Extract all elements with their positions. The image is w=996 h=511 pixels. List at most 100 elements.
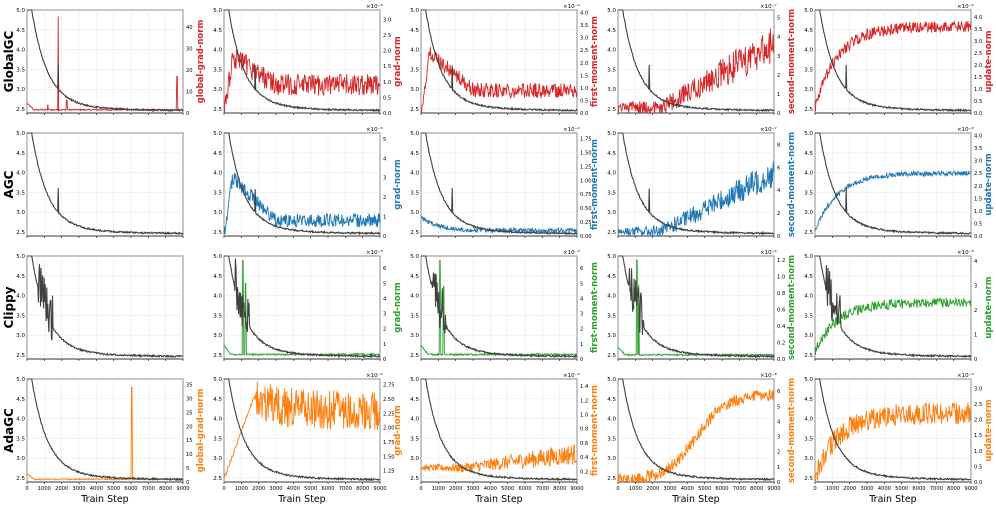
loss-tick-label: 2.5 (804, 353, 813, 359)
loss-tick-label: 5.0 (804, 131, 813, 137)
loss-tick-label: 5.0 (410, 131, 419, 137)
x-tick-label: 7000 (339, 486, 352, 492)
loss-tick-label: 4.5 (804, 28, 813, 34)
loss-tick-label: 4.5 (16, 151, 25, 157)
panel-frame (814, 9, 972, 114)
loss-tick-label: 3.0 (16, 87, 25, 93)
metric-tick-label: 2 (383, 195, 386, 201)
loss-series-line (815, 9, 972, 113)
metric-tick-label: 2.5 (383, 33, 391, 39)
metric-axis-label: first-moment-norm (590, 385, 600, 476)
axis-multiplier: ×10⁻⁴ (563, 3, 581, 10)
metric-tick-label: 8 (777, 142, 780, 148)
metric-tick-label: 1.0 (580, 413, 588, 419)
x-tick-label: 7000 (536, 486, 549, 492)
loss-tick-label: 2.5 (16, 353, 25, 359)
axis-multiplier: ×10⁻³ (957, 372, 974, 379)
panel-frame (420, 132, 578, 237)
metric-tick-label: 1.0 (974, 87, 982, 93)
loss-tick-label: 2.5 (213, 353, 222, 359)
metric-tick-label: 2.5 (974, 402, 982, 408)
loss-tick-label: 5.0 (16, 8, 25, 14)
axis-multiplier: ×10⁻³ (366, 126, 383, 133)
loss-tick-label: 4.0 (16, 294, 25, 300)
metric-tick-label: 3 (974, 283, 977, 289)
axis-multiplier: ×10⁻³ (957, 249, 974, 256)
loss-series-line (618, 9, 775, 113)
loss-tick-label: 3.0 (213, 210, 222, 216)
loss-series-line (224, 9, 381, 113)
metric-tick-label: 3 (777, 54, 780, 60)
x-tick-label: 1000 (826, 486, 839, 492)
metric-tick-label: 10 (186, 452, 193, 458)
metric-tick-label: 1.0 (580, 86, 588, 92)
loss-tick-label: 4.0 (804, 48, 813, 54)
loss-tick-label: 5.0 (804, 8, 813, 14)
x-tick-label: 3000 (466, 486, 479, 492)
loss-series-line (421, 9, 578, 112)
loss-tick-label: 5.0 (410, 8, 419, 14)
loss-series-line (421, 255, 578, 359)
metric-tick-label: 5 (777, 404, 780, 410)
loss-series-line (27, 378, 184, 482)
metric-tick-label: 0 (580, 357, 583, 363)
loss-tick-label: 4.0 (213, 417, 222, 423)
metric-tick-label: 15 (186, 438, 193, 444)
panel-frame (26, 132, 184, 237)
axis-multiplier: ×10⁻⁷ (760, 3, 777, 10)
metric-tick-label: 20 (186, 68, 193, 74)
metric-tick-label: 1 (383, 215, 386, 221)
x-tick-label: 8000 (947, 486, 960, 492)
x-tick-label: 9000 (176, 486, 189, 492)
loss-series-line (815, 378, 972, 481)
metric-tick-label: 4.0 (974, 15, 982, 21)
metric-series-line (223, 172, 381, 235)
metric-tick-label: 2.50 (383, 397, 395, 403)
loss-tick-label: 3.0 (16, 456, 25, 462)
metric-tick-label: 3.5 (974, 27, 982, 33)
loss-tick-label: 4.5 (410, 151, 419, 157)
loss-tick-label: 2.5 (213, 476, 222, 482)
x-tick-label: 0 (25, 486, 28, 492)
loss-tick-label: 4.5 (607, 397, 616, 403)
loss-tick-label: 4.0 (16, 417, 25, 423)
x-axis-label: Train Step (277, 494, 325, 505)
loss-tick-label: 3.5 (16, 436, 25, 442)
metric-tick-label: 0 (777, 111, 780, 117)
x-tick-label: 8000 (159, 486, 172, 492)
metric-tick-label: 40 (186, 25, 193, 31)
metric-tick-label: 2.5 (974, 171, 982, 177)
axis-multiplier: ×10⁻² (957, 3, 974, 10)
metric-tick-label: 2.0 (580, 61, 588, 67)
metric-tick-label: 0.5 (974, 464, 982, 470)
loss-tick-label: 5.0 (804, 377, 813, 383)
loss-tick-label: 4.0 (607, 294, 616, 300)
x-tick-label: 8000 (356, 486, 369, 492)
loss-series-line (224, 132, 381, 236)
metric-tick-label: 0.5 (580, 98, 588, 104)
axis-multiplier: ×10⁻⁸ (760, 372, 778, 379)
x-tick-label: 1000 (38, 486, 51, 492)
loss-tick-label: 4.0 (607, 417, 616, 423)
loss-tick-label: 4.0 (804, 171, 813, 177)
loss-tick-label: 3.5 (213, 190, 222, 196)
metric-tick-label: 0.5 (383, 95, 391, 101)
metric-axis-label: global-grad-norm (196, 20, 206, 104)
metric-tick-label: 0.75 (580, 192, 592, 198)
x-tick-label: 7000 (142, 486, 155, 492)
loss-series-line (815, 255, 972, 359)
loss-tick-label: 3.0 (410, 456, 419, 462)
metric-tick-label: 5 (777, 16, 780, 22)
x-tick-label: 9000 (964, 486, 977, 492)
loss-tick-label: 2.5 (607, 476, 616, 482)
loss-tick-label: 2.5 (16, 476, 25, 482)
loss-tick-label: 2.5 (607, 230, 616, 236)
metric-tick-label: 5 (383, 137, 386, 143)
loss-tick-label: 3.5 (16, 313, 25, 319)
metric-tick-label: 6 (383, 266, 386, 272)
loss-tick-label: 5.0 (213, 254, 222, 260)
metric-tick-label: 1.5 (383, 64, 391, 70)
metric-series-line (223, 49, 381, 114)
metric-tick-label: 1.00 (580, 178, 592, 184)
loss-tick-label: 3.5 (607, 313, 616, 319)
